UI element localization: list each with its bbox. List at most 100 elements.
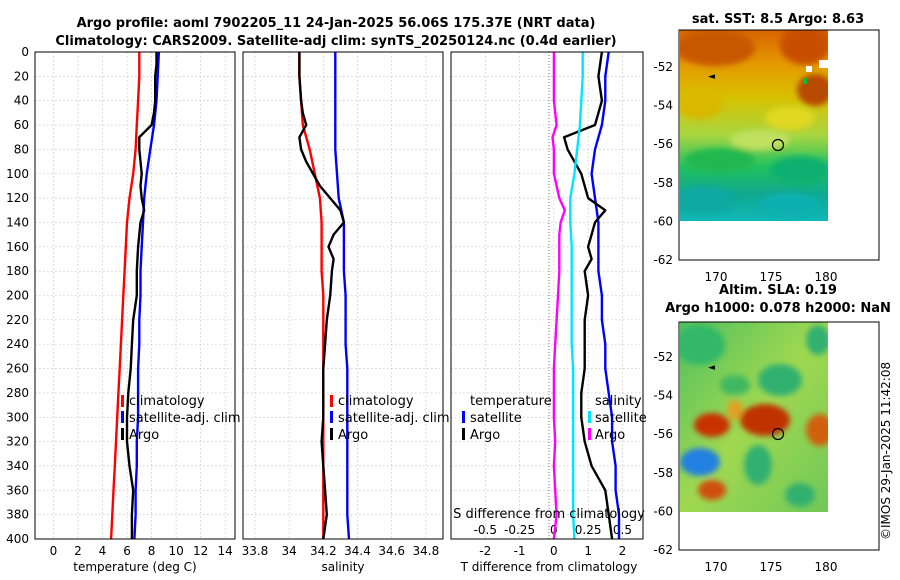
legend-swatch-climatology [121, 395, 124, 407]
legend-swatch-s-argo [588, 428, 591, 440]
float-track-marker: ◄ [708, 363, 715, 373]
salinity-series [298, 52, 351, 540]
sla-heatmap [680, 322, 828, 512]
x-tick-label: 34.2 [310, 544, 337, 558]
y-tick-label: 100 [6, 167, 29, 181]
s-diff-tick-label: 0.25 [575, 523, 602, 537]
lon-tick-label: 170 [705, 270, 728, 284]
legend-title-salinity: salinity [595, 394, 642, 409]
temperature-frame [34, 51, 236, 540]
legend-swatch-argo [121, 428, 124, 440]
sst-map-frame [678, 29, 880, 261]
legend-title-temperature: temperature [470, 394, 552, 409]
s-difference-legend: salinity satellite Argo [588, 394, 647, 443]
legend-label-satellite: satellite-adj. clim [129, 411, 241, 426]
legend-label-t-argo: Argo [470, 428, 500, 443]
temperature-xlabel: temperature (deg C) [73, 560, 196, 574]
legend-swatch-satellite [121, 411, 124, 423]
y-tick-label: 300 [6, 410, 29, 424]
salinity-legend: climatology satellite-adj. clim Argo [330, 394, 450, 443]
lat-tick-label: -56 [653, 427, 673, 441]
x-tick-label: -2 [479, 544, 491, 558]
temperature-series [109, 51, 161, 540]
s-diff-tick-label: -0.5 [474, 523, 497, 537]
sst-map-title: sat. SST: 8.5 Argo: 8.63 [692, 12, 864, 27]
difference-x-tick-labels: -2 -1 0 1 2 [479, 544, 626, 558]
legend-swatch-argo [330, 428, 333, 440]
salinity-frame [242, 51, 444, 540]
sla-map-title-line1: Altim. SLA: 0.19 [719, 283, 837, 298]
t-difference-legend: temperature satellite Argo [462, 394, 552, 443]
lat-tick-label: -62 [653, 543, 673, 557]
y-tick-label: 60 [14, 118, 29, 132]
sst-lat-tick-labels: -52 -54 -56 -58 -60 -62 [653, 60, 673, 267]
lat-tick-label: -52 [653, 60, 673, 74]
y-tick-label: 260 [6, 362, 29, 376]
argo-position-marker [771, 427, 785, 441]
sla-map-panel: Altim. SLA: 0.19 Argo h1000: 0.078 h2000… [653, 283, 890, 574]
float-track-marker: ◄ [708, 72, 715, 82]
series-line-salinity-satellite [569, 52, 584, 540]
legend-swatch-climatology [330, 395, 333, 407]
series-line-argo [125, 52, 158, 539]
sla-map-title-line2: Argo h1000: 0.078 h2000: NaN [665, 301, 891, 316]
difference-panel: -2 -1 0 1 2 -0.5 -0.25 0 0.25 0.5 T difference f… [450, 51, 647, 574]
salinity-x-tick-labels: 33.8 34 34.2 34.4 34.6 34.8 [242, 544, 440, 558]
x-tick-label: 4 [99, 544, 107, 558]
lat-tick-label: -54 [653, 99, 673, 113]
depth-tick-labels: 0 20 40 60 80 100 120 140 160 180 200 220 240 260 280 3… [6, 45, 29, 546]
lon-tick-label: 175 [760, 560, 783, 574]
temperature-legend: climatology satellite-adj. clim Argo [121, 394, 241, 443]
main-title-line1: Argo profile: aoml 7902205_11 24-Jan-202… [77, 16, 596, 31]
x-tick-label: 34 [282, 544, 297, 558]
argo-position-marker [771, 138, 785, 152]
s-difference-xlabel: S difference from climatology [453, 507, 645, 522]
x-tick-label: -1 [514, 544, 526, 558]
salinity-grid [243, 51, 443, 540]
legend-label-argo: Argo [129, 428, 159, 443]
y-tick-label: 360 [6, 483, 29, 497]
s-diff-tick-label: -0.25 [504, 523, 535, 537]
y-tick-label: 160 [6, 240, 29, 254]
series-line-satellite-adj-clim [133, 51, 161, 540]
y-tick-label: 280 [6, 386, 29, 400]
legend-label-s-satellite: satellite [595, 411, 647, 426]
sla-map-frame [678, 321, 880, 551]
y-tick-label: 220 [6, 313, 29, 327]
sst-lon-tick-labels: 170 175 180 [705, 270, 838, 284]
legend-label-t-satellite: satellite [470, 411, 522, 426]
legend-label-satellite: satellite-adj. clim [338, 411, 450, 426]
t-difference-xlabel: T difference from climatology [460, 560, 638, 574]
lat-tick-label: -56 [653, 137, 673, 151]
x-tick-label: 2 [619, 544, 627, 558]
lat-tick-label: -62 [653, 253, 673, 267]
y-tick-label: 140 [6, 215, 29, 229]
x-tick-label: 8 [148, 544, 156, 558]
y-tick-label: 320 [6, 435, 29, 449]
difference-grid [451, 51, 643, 540]
x-tick-label: 33.8 [242, 544, 269, 558]
y-tick-label: 120 [6, 191, 29, 205]
series-line-argo [298, 52, 346, 540]
main-title-line2: Climatology: CARS2009. Satellite-adj cli… [55, 34, 616, 49]
y-tick-label: 340 [6, 459, 29, 473]
y-tick-label: 0 [21, 45, 29, 59]
y-tick-label: 380 [6, 508, 29, 522]
legend-label-climatology: climatology [129, 394, 205, 409]
legend-swatch-s-satellite [588, 411, 591, 423]
sst-map-panel: sat. SST: 8.5 Argo: 8.63 -52 -54 -56 -58 -60… [653, 12, 880, 284]
lon-tick-label: 180 [815, 270, 838, 284]
series-line-temperature-argo [562, 51, 614, 540]
x-tick-label: 34.4 [344, 544, 371, 558]
y-tick-label: 180 [6, 264, 29, 278]
series-line-satellite-adj-clim [334, 52, 351, 540]
series-line-temperature-satellite [590, 51, 621, 539]
difference-series [551, 51, 621, 540]
difference-frame [450, 51, 644, 540]
sla-lon-tick-labels: 170 175 180 [705, 560, 838, 574]
x-tick-label: 6 [123, 544, 131, 558]
y-tick-label: 40 [14, 94, 29, 108]
lat-tick-label: -58 [653, 176, 673, 190]
x-tick-label: 1 [584, 544, 592, 558]
